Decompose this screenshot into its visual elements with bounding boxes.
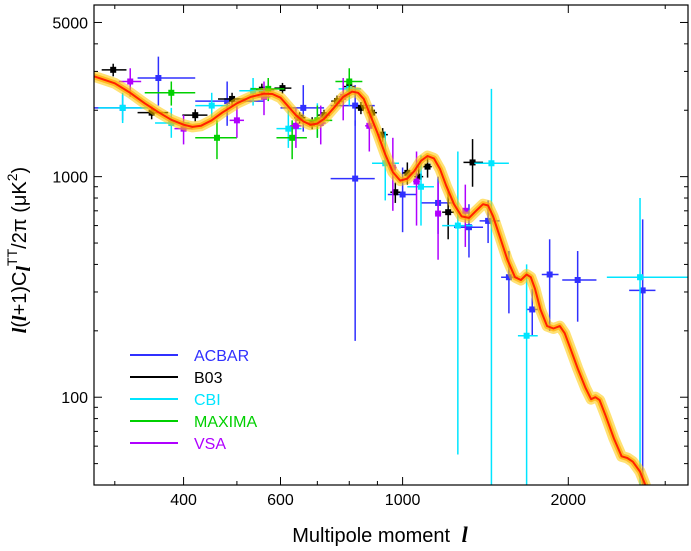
y-tick-label: 100 [61, 390, 88, 407]
legend-item-cbi: CBI [130, 392, 221, 409]
data-marker [279, 85, 286, 92]
data-marker [168, 89, 175, 96]
y-axis-title-part-8: 2 [4, 173, 20, 181]
data-marker [155, 75, 162, 82]
point-maxima-2 [195, 120, 237, 160]
data-marker [357, 104, 364, 111]
data-marker [488, 160, 495, 167]
data-marker [469, 159, 476, 166]
data-marker [127, 78, 134, 85]
y-axis-title-part-2: ( [9, 321, 31, 328]
point-maxima-4 [276, 120, 307, 160]
y-axis-title-part-9: ) [9, 167, 31, 174]
model-curve [94, 75, 647, 485]
y-tick-label: 5000 [52, 15, 88, 32]
data-marker [454, 222, 461, 229]
plot-area [94, 56, 688, 485]
y-axis-title-part-4: +1)C [9, 272, 31, 316]
legend-label: CBI [194, 392, 221, 409]
point-acbar-14 [562, 251, 597, 322]
point-acbar-2 [137, 56, 196, 106]
y-axis-title-part-6: TT [4, 248, 20, 266]
data-marker [119, 104, 126, 111]
legend-item-acbar: ACBAR [130, 348, 249, 365]
point-b03-1 [101, 63, 127, 77]
data-marker [289, 134, 296, 141]
data-marker [300, 104, 307, 111]
plot-content [94, 56, 688, 485]
x-axis-title: Multipole moment l [292, 522, 468, 547]
y-axis-title-part-1: l [9, 327, 31, 333]
legend-item-maxima: MAXIMA [130, 414, 257, 431]
data-marker [637, 274, 644, 281]
point-maxima-1 [144, 81, 196, 106]
data-marker [213, 134, 220, 141]
y-axis-title-part-3: l [9, 315, 31, 321]
data-marker [352, 175, 359, 182]
point-vsa-11 [434, 182, 442, 260]
data-marker [445, 209, 452, 216]
data-marker [435, 210, 442, 217]
legend-label: MAXIMA [194, 414, 257, 431]
data-marker [462, 207, 469, 214]
y-axis-title-part-7: /2π (μK [9, 181, 31, 249]
data-marker [346, 78, 353, 85]
data-marker [415, 173, 422, 180]
point-vsa-3 [229, 105, 244, 138]
x-tick-label: 2000 [550, 492, 586, 509]
point-acbar-6 [330, 120, 375, 341]
data-marker [399, 191, 406, 198]
data-marker [192, 112, 199, 119]
data-marker [233, 117, 240, 124]
point-b03-15 [390, 182, 401, 203]
point-acbar-15 [629, 219, 656, 485]
y-axis-title-part-5: l [13, 266, 35, 272]
data-marker [413, 178, 420, 185]
data-marker [505, 274, 512, 281]
x-tick-label: 400 [170, 492, 197, 509]
legend-label: ACBAR [194, 348, 249, 365]
data-marker [110, 66, 117, 73]
legend-item-b03: B03 [130, 370, 223, 387]
legend: ACBAR B03 CBI MAXIMA VSA [130, 348, 257, 453]
data-marker [424, 163, 431, 170]
point-cbi-12 [517, 264, 538, 485]
data-marker [229, 95, 236, 102]
axes: 400 600 1000 2000 100 1000 5000 [52, 4, 688, 509]
point-cbi-1 [98, 92, 149, 124]
x-axis-title-symbol: l [462, 522, 469, 547]
point-cbi-11 [474, 88, 509, 485]
point-b03-20 [463, 139, 484, 187]
legend-item-vsa: VSA [130, 436, 226, 453]
data-marker [546, 271, 553, 278]
data-marker [285, 125, 292, 132]
legend-label: B03 [194, 370, 223, 387]
point-cbi-13 [606, 198, 688, 485]
data-marker [485, 217, 492, 224]
data-marker [224, 98, 231, 105]
data-marker [292, 122, 299, 129]
point-b03-3 [182, 109, 208, 122]
point-acbar-13 [541, 239, 559, 331]
data-marker [465, 224, 472, 231]
data-marker [574, 276, 581, 283]
data-marker [639, 287, 646, 294]
x-tick-label: 1000 [385, 492, 421, 509]
data-marker [417, 183, 424, 190]
data-marker [392, 189, 399, 196]
x-axis-title-text: Multipole moment [292, 525, 450, 547]
plot-frame [93, 4, 689, 486]
y-tick-label: 1000 [52, 170, 88, 187]
legend-label: VSA [194, 436, 226, 453]
data-marker [523, 332, 530, 339]
data-marker [352, 102, 359, 109]
data-marker [208, 102, 215, 109]
x-tick-label: 600 [267, 492, 294, 509]
y-axis-title: l(l+1)ClTT/2π (μK2) [4, 167, 35, 333]
data-marker [529, 306, 536, 313]
